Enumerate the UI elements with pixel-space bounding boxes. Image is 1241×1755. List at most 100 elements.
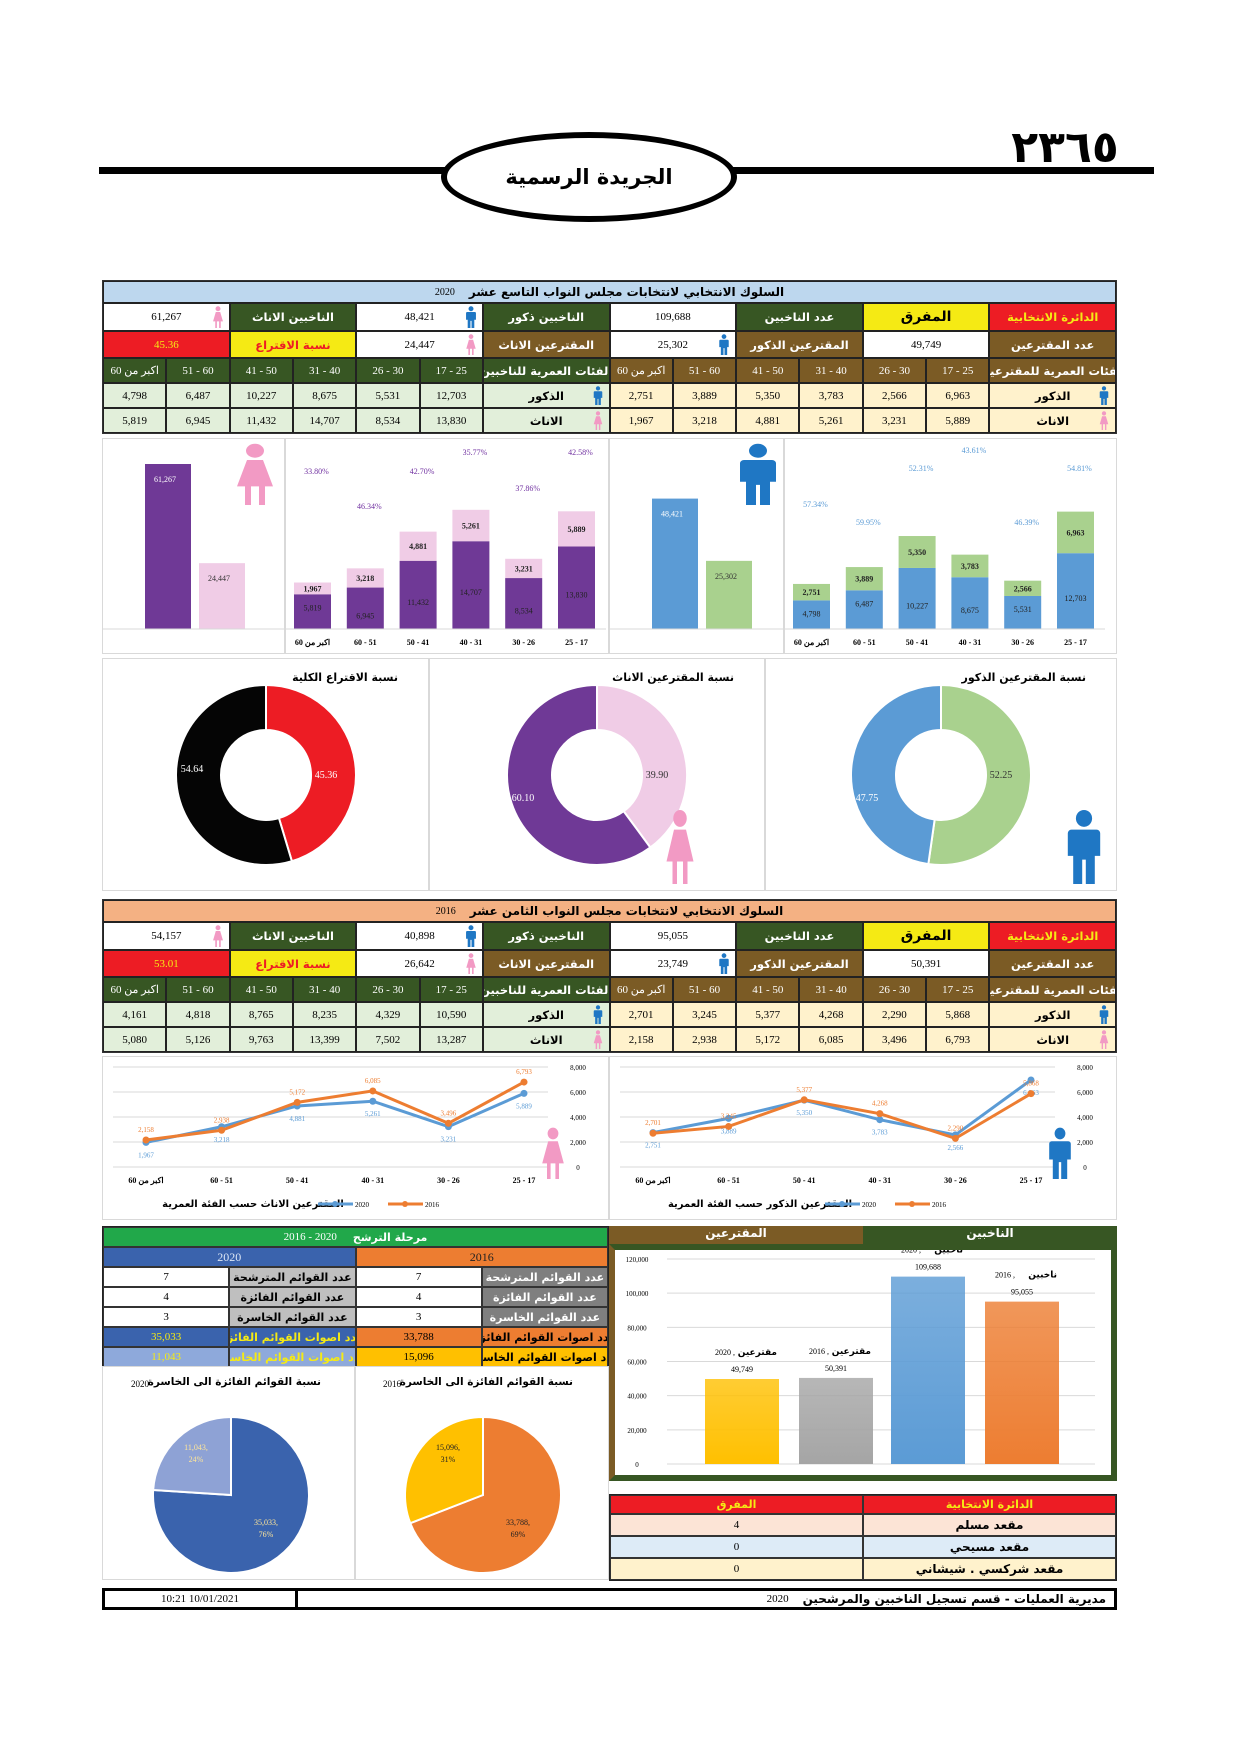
percent-label: 43.61%: [962, 446, 987, 455]
bar: [985, 1301, 1059, 1464]
voters-males-cell: 8,235: [292, 1002, 357, 1027]
donut-slice: [506, 683, 652, 866]
candidacy-row-label: عدد القوائم المترشحة: [481, 1267, 608, 1287]
voting-header: المقترعين: [609, 1226, 863, 1244]
seat-label: مقعد مسيحي: [863, 1536, 1116, 1558]
candidacy-row-value-text: 7: [163, 1271, 169, 1283]
voting-age-group-text: 40 - 31: [815, 983, 847, 996]
chart-title: المقترعين الاناث حسب الفئة العمرية: [162, 1199, 344, 1210]
voters-females-cell-text: 5,126: [185, 1033, 211, 1046]
voters-age-group: 40 - 31: [292, 977, 357, 1002]
voting-age-group-text: 60 - 51: [688, 983, 721, 996]
candidacy-row-value: 11,043: [103, 1347, 230, 1367]
candidacy-title: مرحلة الترشح: [352, 1230, 428, 1244]
voting-females-cell: 2,158: [609, 1027, 673, 1052]
voting-value-label: 1,967: [304, 584, 322, 593]
percent-label: 33.80%: [304, 467, 329, 476]
legend-marker: [909, 1201, 915, 1207]
seat-label-text: مقعد مسلم: [955, 1518, 1024, 1532]
candidacy-row-value-text: 7: [415, 1271, 422, 1283]
data-label: 5,172: [289, 1088, 305, 1096]
female-voters-label-text: الناخبين الاناث: [251, 929, 334, 943]
voting-age-group-text: 60 - 51: [688, 364, 721, 377]
female-voters-value: 54,157: [103, 922, 230, 950]
candidacy-row-value-text: 15,096: [403, 1351, 434, 1363]
age-label: 40 - 31: [460, 638, 483, 647]
female-voters-label: الناخبين الاناث: [229, 922, 357, 950]
voters-age-group-text: 50 - 41: [245, 364, 277, 377]
data-label: 5,350: [796, 1109, 812, 1117]
voting-males-label: الذكور: [989, 383, 1116, 408]
legend-label: 2016: [425, 1201, 440, 1209]
age-label: 30 - 26: [1011, 638, 1034, 647]
voting-age-group-text: 40 - 31: [815, 364, 847, 377]
voting-bar: [898, 536, 936, 568]
voting-males-cell: 5,377: [736, 1002, 800, 1027]
age-label: 30 - 26: [437, 1176, 460, 1185]
voters-age-group-text: 40 - 31: [309, 364, 341, 377]
data-label: 1,967: [138, 1151, 154, 1159]
percent-label: 54.81%: [1067, 464, 1092, 473]
voters-males-cell: 10,590: [419, 1002, 483, 1027]
voting-males-cell-text: 2,701: [628, 1008, 654, 1021]
data-point: [1027, 1076, 1035, 1084]
voters-males-label: الذكور: [482, 1002, 610, 1027]
voting-bar: [558, 511, 595, 547]
bar: [799, 1377, 873, 1464]
chart-title: نسبة المقترعين الذكور: [961, 671, 1086, 684]
chart-title: نسبة القوائم الفائزة الى الخاسرة: [400, 1376, 573, 1388]
bar-year-label: 2016 ,: [995, 1271, 1015, 1280]
voting-value-label: 3,783: [961, 562, 979, 571]
male-by-age-chart: 4,798 2,751 57.34% اكبر من 60 6,487 3,889 59.9…: [784, 438, 1117, 654]
candidacy-row-value-text: 4: [415, 1291, 422, 1303]
voters-age-group-text: 60 - 51: [182, 983, 214, 996]
voters-value-label: 8,534: [515, 607, 533, 616]
bar-category-label: مقترعين: [832, 1347, 871, 1357]
voters-females-cell-text: 14,707: [309, 414, 340, 427]
voting-females-cell-text: 3,231: [882, 414, 907, 427]
footer-department: مديرية العمليات - قسم تسجيل الناخبين وال…: [295, 1591, 1114, 1607]
seat-label-text: مقعد شركسي . شيشاني: [915, 1562, 1064, 1576]
male-turnout-label: المقترعين الذكور: [736, 331, 863, 358]
chart-title: نسبة المقترعين الاناث: [612, 671, 734, 684]
voters-age-group: 60 - 51: [166, 358, 230, 383]
voting-age-group: 25 - 17: [926, 977, 990, 1002]
candidacy-row-label-text: عدد القوائم الخاسرة: [489, 1310, 601, 1324]
data-label: 3,783: [872, 1129, 888, 1137]
footer-year: 2020: [766, 1593, 789, 1605]
seat-value: 4: [610, 1514, 863, 1536]
district-label-text: الدائرة الانتخابية: [1007, 929, 1099, 943]
voters-females-cell-text: 13,287: [436, 1033, 467, 1046]
voters-males-cell-text: 10,590: [436, 1008, 467, 1021]
voters-bar: [452, 541, 490, 629]
candidacy-row-label: عدد القوائم الخاسرة: [481, 1307, 608, 1327]
voters-males-label-text: الذكور: [528, 388, 564, 403]
voters-value-label: 4,798: [803, 609, 821, 618]
data-label: 3,245: [721, 1112, 737, 1120]
voting-males-cell: 5,350: [736, 383, 800, 408]
pie-slice: [408, 1415, 562, 1574]
voting-age-header-text: الفئات العمرية للمقترعين: [990, 982, 1115, 997]
candidacy-row-label-text: عدد القوائم الخاسرة: [237, 1310, 348, 1324]
voters-males-cell: 10,227: [229, 383, 293, 408]
percent-label: 42.58%: [568, 448, 593, 457]
slice-label: 47.75: [856, 793, 879, 804]
data-point: [369, 1097, 377, 1105]
voting-males-cell: 2,290: [862, 1002, 927, 1027]
donut-slice: [596, 683, 688, 849]
turnout-pct-label-text: نسبة الاقتراع: [255, 337, 331, 352]
slice-value-label: 35,033,: [254, 1518, 278, 1527]
percent-label: 59.95%: [856, 518, 881, 527]
voters-females-cell: 11,432: [229, 408, 293, 433]
age-label: 60 - 51: [717, 1176, 740, 1185]
voters-age-group-text: 25 - 17: [435, 983, 467, 996]
voters-males-cell: 6,487: [166, 383, 230, 408]
district-name: المفرق: [862, 922, 990, 950]
male-icon: [591, 1005, 605, 1024]
y-tick-label: 120,000: [626, 1256, 649, 1264]
voting-bar: [399, 531, 437, 561]
y-tick-label: 40,000: [627, 1393, 647, 1401]
male-line-chart: 0 2,000 4,000 6,000 8,000 2,751 3,889 5,350 3,78…: [609, 1056, 1117, 1220]
bar-year-label: 2020 ,: [715, 1348, 735, 1357]
male-voters-label-text: الناخبين ذكور: [508, 310, 585, 324]
